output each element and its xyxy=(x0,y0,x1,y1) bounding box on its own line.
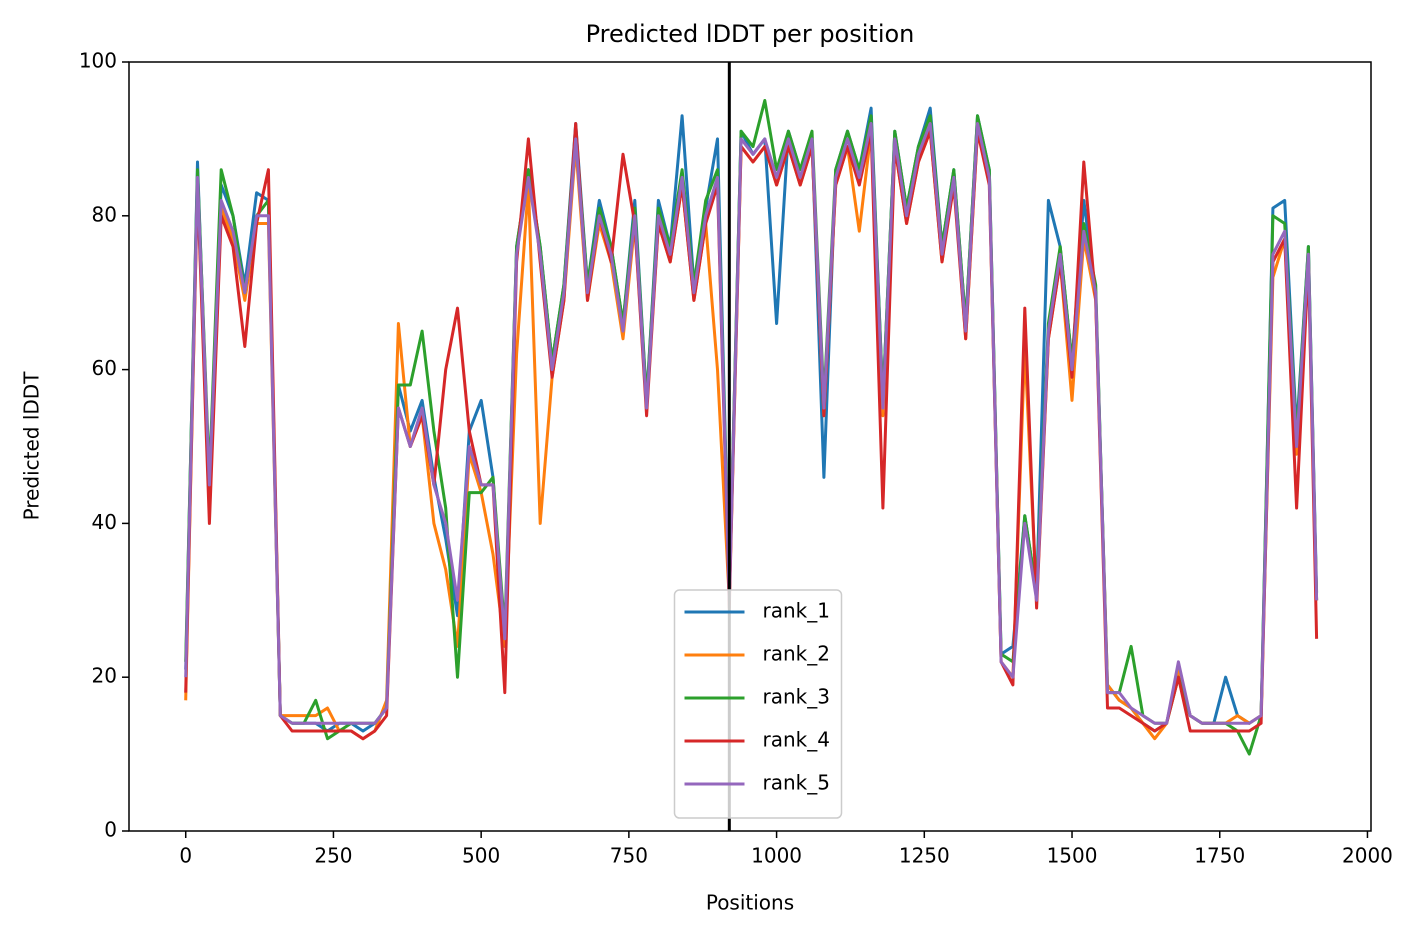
x-tick-label: 1750 xyxy=(1194,844,1245,868)
y-tick-label: 0 xyxy=(104,818,117,842)
legend-label: rank_4 xyxy=(763,728,830,752)
x-tick-label: 500 xyxy=(462,844,500,868)
y-tick-label: 40 xyxy=(92,510,117,534)
x-tick-label: 750 xyxy=(610,844,648,868)
y-tick-label: 80 xyxy=(92,202,117,226)
y-tick-label: 100 xyxy=(79,49,117,73)
legend-box xyxy=(673,589,843,819)
legend-label: rank_3 xyxy=(763,685,830,709)
x-tick-label: 250 xyxy=(314,844,352,868)
x-axis-label: Positions xyxy=(706,891,794,915)
legend-label: rank_1 xyxy=(763,599,830,623)
plot-frame xyxy=(128,61,1372,832)
x-tick-label: 1500 xyxy=(1047,844,1098,868)
x-tick-label: 2000 xyxy=(1342,844,1393,868)
x-tick-label: 1250 xyxy=(899,844,950,868)
legend-label: rank_5 xyxy=(763,771,830,795)
x-tick-label: 1000 xyxy=(751,844,802,868)
series-line xyxy=(184,122,1319,725)
x-tick-label: 0 xyxy=(179,844,192,868)
y-tick-label: 20 xyxy=(92,664,117,688)
chart-title: Predicted lDDT per position xyxy=(586,20,915,48)
y-tick-label: 60 xyxy=(92,356,117,380)
y-axis-label: Predicted lDDT xyxy=(20,371,44,521)
legend-label: rank_2 xyxy=(763,642,830,666)
series-line xyxy=(184,122,1319,741)
